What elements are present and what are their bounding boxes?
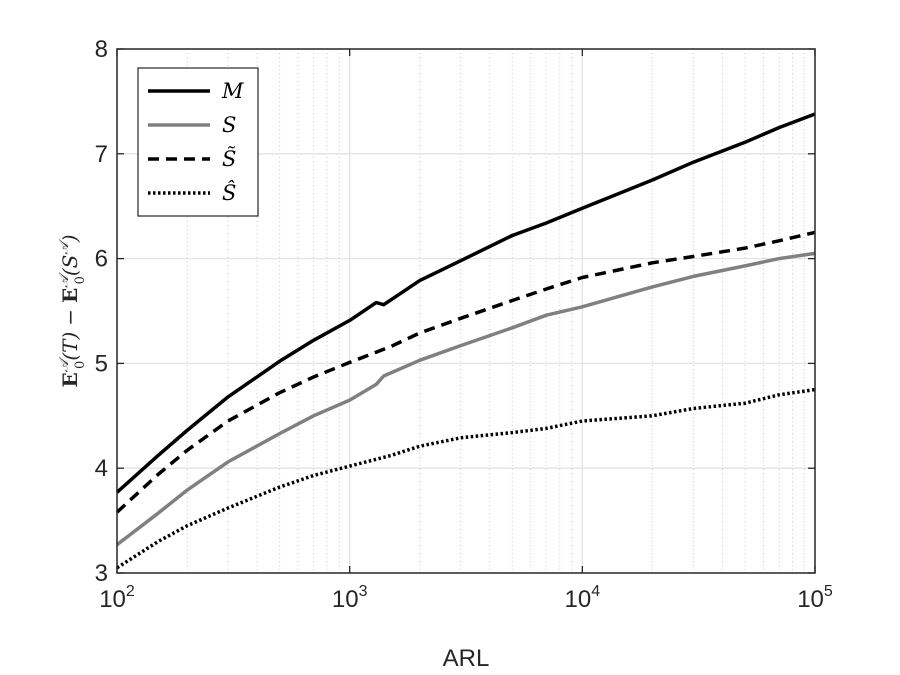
- grid-layer: [117, 49, 815, 573]
- y-tick-label: 5: [95, 350, 108, 377]
- y-axis-title: E𝒜0(T)−E𝒜0(S𝒜): [57, 234, 88, 387]
- x-tick-label: 103: [332, 583, 368, 613]
- x-axis-title: ARL: [443, 645, 490, 672]
- plot-frame: [116, 48, 816, 574]
- x-tick-label: 105: [797, 583, 833, 613]
- legend-label-0: M: [221, 79, 244, 103]
- legend-label-2: S̃: [222, 147, 236, 171]
- legend: MS S̃ Ŝ: [137, 67, 259, 217]
- y-tick-label: 7: [95, 141, 108, 168]
- y-tick-label: 3: [95, 560, 108, 587]
- y-tick-label: 8: [95, 36, 108, 63]
- series-line-2: [115, 230, 816, 514]
- x-tick-label: 102: [99, 583, 135, 613]
- y-tick-label: 4: [95, 455, 108, 482]
- x-tick-label: 104: [565, 583, 601, 613]
- y-tick-label: 6: [95, 246, 108, 273]
- series-line-0: [115, 112, 816, 494]
- legend-label-1: S: [222, 113, 236, 137]
- tick-layer: 3 4 5 6 7 8 102 103 104 105: [95, 36, 833, 613]
- series-line-1: [115, 251, 816, 547]
- legend-label-3: Ŝ: [222, 180, 236, 205]
- svg-text:E𝒜0(T)−E𝒜0(S𝒜): E𝒜0(T)−E𝒜0(S𝒜): [57, 234, 88, 387]
- series-layer: [115, 112, 816, 570]
